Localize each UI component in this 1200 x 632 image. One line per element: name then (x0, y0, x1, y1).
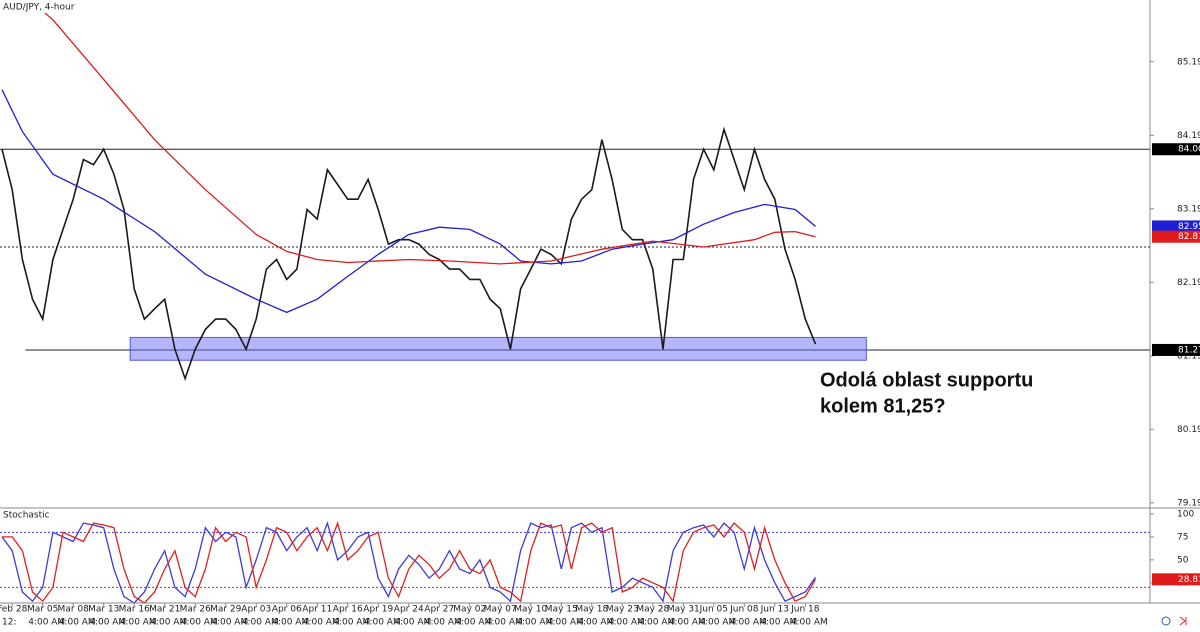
x-tick-label: Jun 05 (699, 605, 728, 615)
x-tick-label: Mar 16 (119, 605, 151, 615)
time-label: 4:00 AM (89, 618, 126, 628)
time-label: 4:00 AM (791, 618, 828, 628)
support-zone (129, 336, 867, 361)
x-tick-label: Apr 19 (363, 605, 393, 615)
y-tick-label: 81.19 (1177, 351, 1200, 361)
x-tick-label: May 02 (453, 605, 486, 615)
series-line (32, 1, 816, 265)
y-tick-label: 80.19 (1177, 425, 1200, 435)
time-label: 4:00 AM (425, 618, 462, 628)
title-bg (1, 509, 41, 521)
icon[interactable] (1161, 616, 1171, 626)
time-label: 4:00 AM (730, 618, 767, 628)
y-tick-label: 100 (1177, 509, 1194, 519)
x-tick-label: Apr 06 (272, 605, 302, 615)
stochastic-panel: 10075502528.81 (0, 509, 1200, 604)
time-label: 4:00 AM (608, 618, 645, 628)
x-tick-label: Mar 21 (149, 605, 180, 615)
x-tick-label: Mar 29 (210, 605, 242, 615)
x-tick-label: Mar 26 (180, 605, 212, 615)
time-label: 4:00 AM (699, 618, 736, 628)
time-label: 12: (2, 618, 16, 628)
price-tag-label: 28.81 (1178, 575, 1200, 585)
price-tag-label: 84.00 (1178, 145, 1200, 155)
price-tag-label: 82.81 (1178, 232, 1200, 242)
price-tag (1152, 220, 1200, 233)
x-tick-label: Mar 08 (58, 605, 90, 615)
series-line (1, 89, 816, 314)
x-tick-label: Jun 13 (760, 605, 789, 615)
time-label: 4:00 AM (364, 618, 401, 628)
price-tag (1152, 343, 1200, 356)
time-label: 4:00 AM (638, 618, 675, 628)
y-tick-label: 82.19 (1177, 278, 1200, 288)
time-label: 4:00 AM (486, 618, 523, 628)
time-label: 4:00 AM (272, 618, 309, 628)
time-label: 4:00 AM (577, 618, 614, 628)
annotation: Odolá oblast supportu (820, 369, 1033, 391)
annotation: kolem 81,25? (820, 395, 946, 417)
time-label: 4:00 AM (669, 618, 706, 628)
x-tick-label: Mar 13 (88, 605, 119, 615)
y-tick-label: 79.19 (1177, 498, 1200, 508)
time-label: 4:00 AM (120, 618, 157, 628)
x-tick-label: Apr 27 (424, 605, 454, 615)
x-tick-label: Apr 24 (394, 605, 424, 615)
time-label: 4:00 AM (547, 618, 584, 628)
time-label: 4:00 AM (59, 618, 96, 628)
time-label: 4:00 AM (211, 618, 248, 628)
x-tick-label: May 23 (606, 605, 639, 615)
x-tick-label: Feb 28 (0, 605, 28, 615)
x-tick-label: May 18 (575, 605, 608, 615)
y-tick-label: 75 (1177, 532, 1188, 542)
time-label: 4:00 AM (333, 618, 370, 628)
chart-title: AUD/JPY, 4-hour (3, 3, 75, 13)
time-label: 4:00 AM (516, 618, 553, 628)
y-tick-label: 84.19 (1177, 131, 1200, 141)
x-tick-label: May 31 (667, 605, 700, 615)
series-line (1, 126, 817, 382)
x-tick-label: Apr 11 (302, 605, 332, 615)
x-tick-label: Jun 08 (729, 605, 759, 615)
toolbar-icons[interactable] (1161, 616, 1187, 626)
x-tick-label: May 07 (484, 605, 517, 615)
title-bg (1, 1, 63, 13)
time-label: 4:00 AM (760, 618, 797, 628)
series-line (2, 520, 817, 604)
x-tick-label: May 15 (545, 605, 578, 615)
x-tick-label: Apr 03 (241, 605, 271, 615)
x-tick-label: Apr 16 (333, 605, 363, 615)
x-tick-label: May 10 (514, 605, 547, 615)
price-panel: 85.19 84.19 83.19 82.19 81.19 80.19 79.19 84.00… (0, 1, 1200, 508)
price-tag (1152, 143, 1200, 156)
price-tag-label: 82.95 (1178, 222, 1200, 232)
icon[interactable] (1179, 616, 1187, 626)
y-tick-label: 50 (1177, 555, 1189, 565)
time-label: 4:00 AM (181, 618, 218, 628)
y-tick-label: 83.19 (1177, 204, 1200, 214)
x-tick-label: May 28 (636, 605, 669, 615)
time-label: 4:00 AM (28, 618, 65, 628)
price-tag (1152, 573, 1200, 586)
price-tag (1152, 230, 1200, 243)
x-tick-label: Mar 05 (27, 605, 58, 615)
time-label: 4:00 AM (394, 618, 431, 628)
time-label: 4:00 AM (150, 618, 187, 628)
x-tick-label: Jun 18 (790, 605, 820, 615)
time-label: 4:00 AM (242, 618, 279, 628)
stoch-title: Stochastic (3, 511, 50, 521)
time-label: 4:00 AM (303, 618, 340, 628)
y-tick-label: 85.19 (1177, 57, 1200, 67)
price-tag-label: 81.27 (1178, 345, 1200, 355)
time-label: 4:00 AM (455, 618, 492, 628)
